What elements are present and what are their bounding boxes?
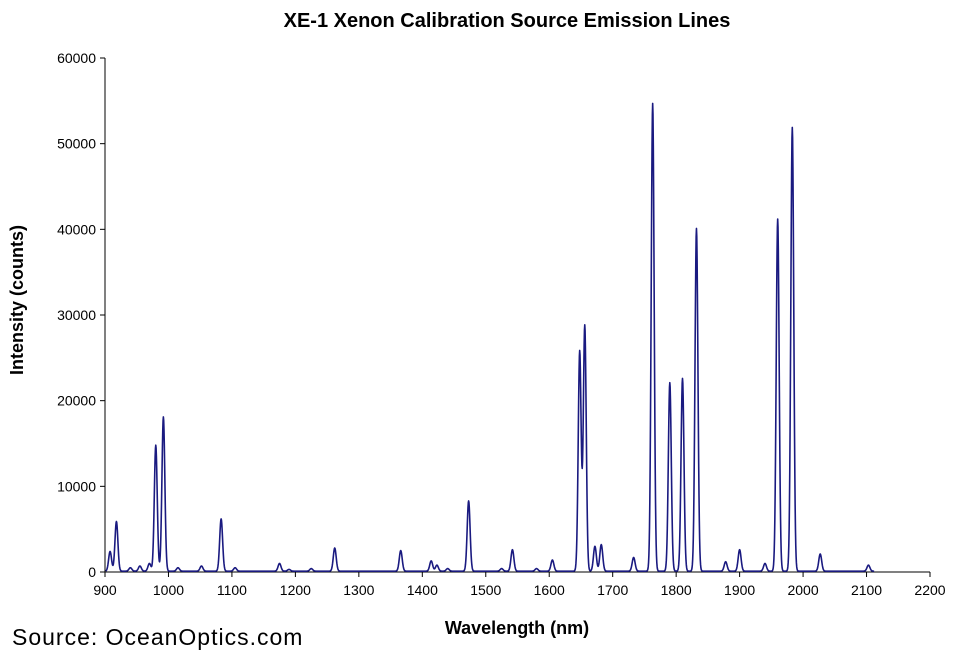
spectrum-line xyxy=(105,102,875,572)
y-tick-label: 40000 xyxy=(57,221,96,237)
y-tick-label: 0 xyxy=(88,564,96,580)
x-tick-label: 1100 xyxy=(217,582,247,598)
x-tick-label: 1300 xyxy=(343,582,374,598)
tick-labels: 0 10000 20000 30000 40000 50000 60000 900 1000 11… xyxy=(57,50,946,598)
y-tick-label: 10000 xyxy=(57,478,96,494)
y-axis-title: Intensity (counts) xyxy=(7,225,27,375)
x-tick-label: 1000 xyxy=(153,582,184,598)
plot-axes xyxy=(100,57,931,577)
y-tick-label: 50000 xyxy=(57,136,96,152)
x-tick-label: 1600 xyxy=(534,582,565,598)
x-tick-label: 1400 xyxy=(407,582,438,598)
source-credit: Source: OceanOptics.com xyxy=(12,624,304,650)
y-tick-label: 20000 xyxy=(57,393,96,409)
y-tick-label: 60000 xyxy=(57,50,96,66)
x-tick-label: 2200 xyxy=(914,582,945,598)
x-tick-label: 1700 xyxy=(597,582,628,598)
y-tick-label: 30000 xyxy=(57,307,96,323)
chart-title: XE-1 Xenon Calibration Source Emission L… xyxy=(284,10,731,32)
x-tick-label: 2100 xyxy=(851,582,882,598)
x-axis-title: Wavelength (nm) xyxy=(445,618,589,638)
x-tick-label: 2000 xyxy=(787,582,818,598)
x-tick-label: 1800 xyxy=(661,582,692,598)
x-tick-label: 1200 xyxy=(280,582,311,598)
x-tick-label: 900 xyxy=(93,582,117,598)
x-tick-label: 1500 xyxy=(470,582,501,598)
x-tick-label: 1900 xyxy=(724,582,755,598)
